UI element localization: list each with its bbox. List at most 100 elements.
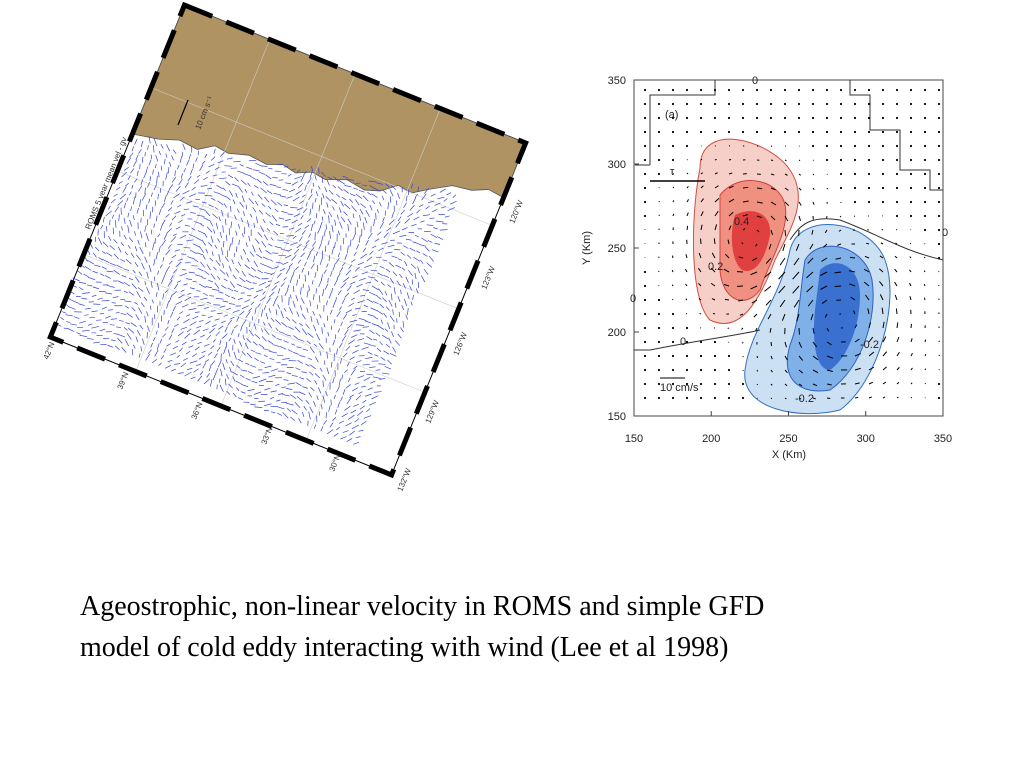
grid-dot <box>657 88 661 92</box>
velocity-vector <box>237 333 240 338</box>
velocity-vector <box>331 246 335 255</box>
velocity-vector <box>363 415 372 419</box>
velocity-vector <box>302 328 308 336</box>
velocity-vector <box>379 303 385 309</box>
velocity-vector <box>393 287 396 295</box>
velocity-vector <box>332 339 336 346</box>
velocity-vector <box>127 327 135 334</box>
velocity-vector <box>87 276 96 280</box>
velocity-vector <box>167 244 172 249</box>
velocity-vector <box>269 350 277 354</box>
velocity-vector <box>376 385 381 387</box>
velocity-vector <box>172 345 179 350</box>
velocity-vector <box>262 291 266 295</box>
velocity-vector <box>370 380 376 384</box>
velocity-vector <box>246 338 252 343</box>
velocity-vector <box>423 187 429 194</box>
velocity-vector <box>285 402 294 406</box>
flow-vector <box>826 341 832 346</box>
velocity-vector <box>434 202 441 206</box>
velocity-vector <box>120 298 125 301</box>
velocity-vector <box>254 307 257 315</box>
velocity-vector <box>292 235 297 239</box>
velocity-vector <box>334 219 337 226</box>
flow-vector <box>909 256 912 259</box>
velocity-vector <box>92 286 100 290</box>
velocity-vector <box>105 315 111 319</box>
velocity-vector <box>99 290 106 292</box>
velocity-vector <box>148 264 152 273</box>
velocity-vector <box>132 196 136 205</box>
flow-vector <box>671 298 674 301</box>
grid-dot <box>937 130 941 134</box>
velocity-vector <box>240 292 245 294</box>
velocity-vector <box>261 165 268 167</box>
velocity-vector <box>247 395 252 397</box>
flow-vector <box>698 252 702 259</box>
velocity-vector <box>237 348 240 354</box>
velocity-vector <box>347 245 349 254</box>
velocity-vector <box>239 341 243 347</box>
velocity-vector <box>278 179 284 181</box>
velocity-vector <box>174 323 179 327</box>
velocity-vector <box>263 354 268 358</box>
grid-dot <box>853 172 857 176</box>
grid-dot <box>671 130 675 134</box>
velocity-vector <box>109 245 115 251</box>
velocity-vector <box>355 360 362 363</box>
velocity-vector <box>154 163 157 169</box>
velocity-vector <box>310 223 314 232</box>
velocity-vector <box>332 206 335 211</box>
flow-vector <box>863 268 870 273</box>
grid-dot <box>853 186 857 190</box>
velocity-vector <box>216 184 223 190</box>
velocity-vector <box>163 348 167 353</box>
velocity-vector <box>210 197 216 201</box>
velocity-vector <box>396 242 402 244</box>
velocity-vector <box>306 378 311 383</box>
velocity-vector <box>98 237 103 245</box>
velocity-vector <box>188 271 195 274</box>
flow-vector <box>854 338 860 343</box>
velocity-vector <box>394 340 401 346</box>
velocity-vector <box>337 328 340 333</box>
velocity-vector <box>376 347 382 352</box>
velocity-vector <box>430 233 438 238</box>
x-tick-label: 300 <box>857 433 875 445</box>
velocity-vector <box>363 342 371 346</box>
velocity-vector <box>260 225 265 233</box>
velocity-vector <box>218 216 221 222</box>
velocity-vector <box>418 204 424 207</box>
velocity-vector <box>168 260 173 265</box>
velocity-vector <box>171 291 178 296</box>
velocity-vector <box>312 202 314 209</box>
velocity-vector <box>392 271 398 277</box>
velocity-vector <box>128 278 133 281</box>
velocity-vector <box>395 264 402 269</box>
velocity-vector <box>132 160 138 167</box>
velocity-vector <box>94 264 101 267</box>
velocity-vector <box>92 252 97 258</box>
velocity-vector <box>106 252 113 257</box>
velocity-vector <box>275 261 283 264</box>
velocity-vector <box>124 305 130 309</box>
velocity-vector <box>65 314 73 317</box>
velocity-vector <box>328 189 334 195</box>
velocity-vector <box>384 183 390 188</box>
velocity-vector <box>153 184 157 191</box>
velocity-vector <box>397 296 401 302</box>
velocity-vector <box>202 328 209 332</box>
velocity-vector <box>450 200 457 205</box>
velocity-vector <box>230 205 232 212</box>
velocity-vector <box>157 282 160 291</box>
velocity-vector <box>171 176 177 183</box>
grid-dot <box>643 144 647 148</box>
velocity-vector <box>403 245 409 249</box>
grid-dot <box>909 130 913 134</box>
gfd-plot: (a) τ 10 cm/s X (Km) Y (Km) 0.40.2-0.2-0… <box>581 75 948 461</box>
flow-vector <box>782 243 786 252</box>
velocity-vector <box>202 292 209 297</box>
flow-vector <box>792 271 800 280</box>
velocity-vector <box>300 174 305 182</box>
velocity-vector <box>283 242 290 244</box>
